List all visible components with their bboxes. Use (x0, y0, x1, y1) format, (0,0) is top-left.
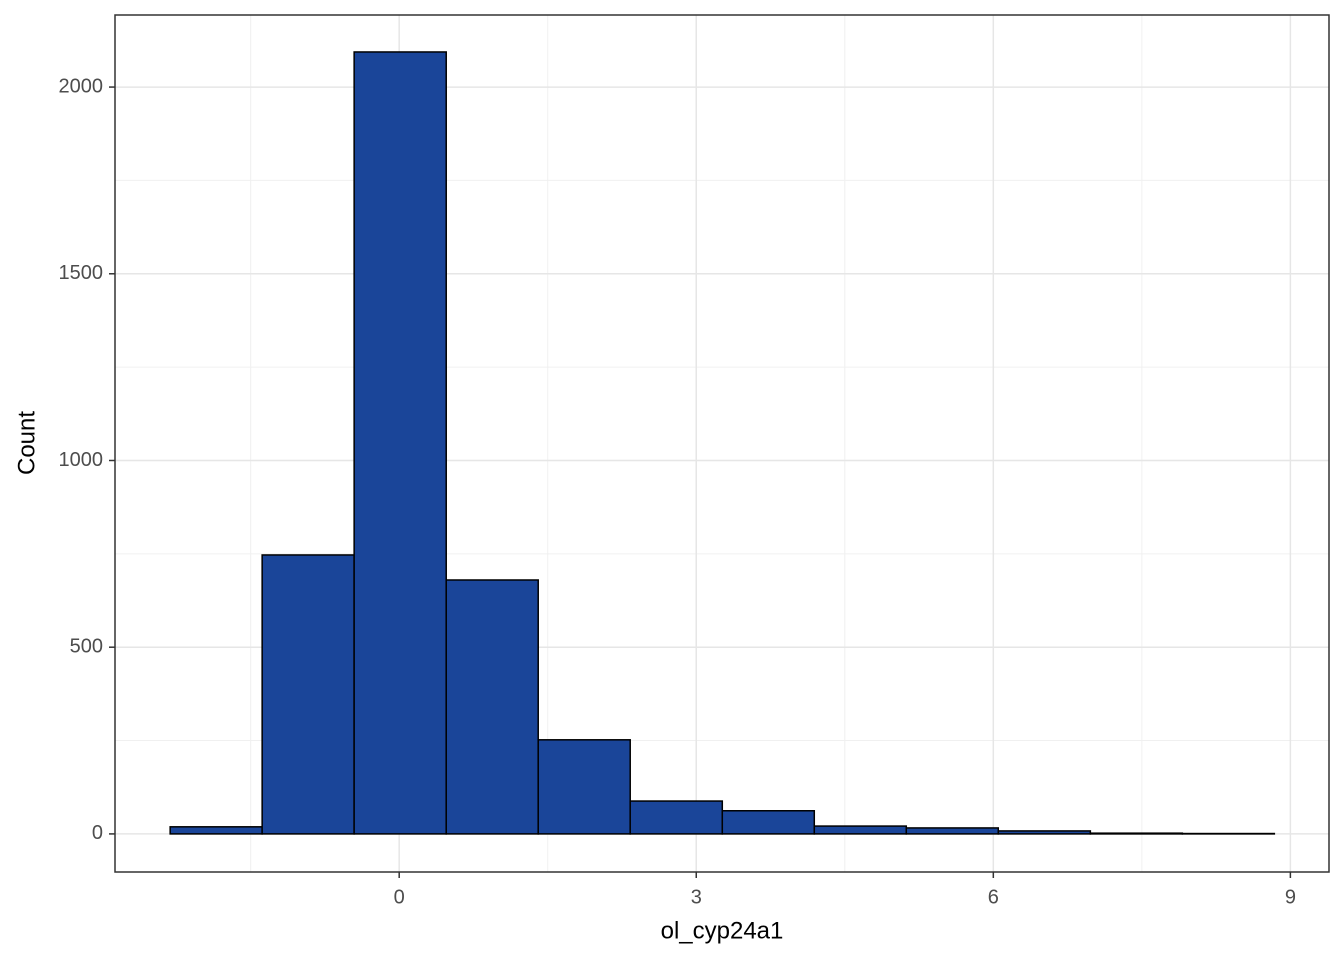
x-axis-title: ol_cyp24a1 (661, 917, 784, 944)
y-tick-label: 1000 (59, 449, 104, 471)
bar (905, 827, 1000, 835)
bar (813, 825, 908, 835)
y-tick-label: 0 (92, 822, 103, 844)
bar (537, 739, 631, 835)
x-tick-label: 9 (1285, 886, 1296, 908)
x-tick-label: 3 (691, 886, 702, 908)
x-tick-label: 6 (988, 886, 999, 908)
bar (353, 51, 447, 835)
y-tick-label: 2000 (59, 75, 104, 97)
bar (1089, 832, 1184, 835)
bar (721, 810, 816, 835)
bar (169, 826, 263, 835)
bar (629, 800, 724, 835)
y-axis-title: Count (13, 411, 40, 475)
x-tick-label: 0 (394, 886, 405, 908)
bar (261, 554, 355, 835)
panel-border (114, 14, 1330, 873)
bar (445, 579, 539, 835)
y-tick-label: 1500 (59, 262, 104, 284)
y-tick-label: 500 (70, 635, 103, 657)
bar (997, 830, 1092, 835)
